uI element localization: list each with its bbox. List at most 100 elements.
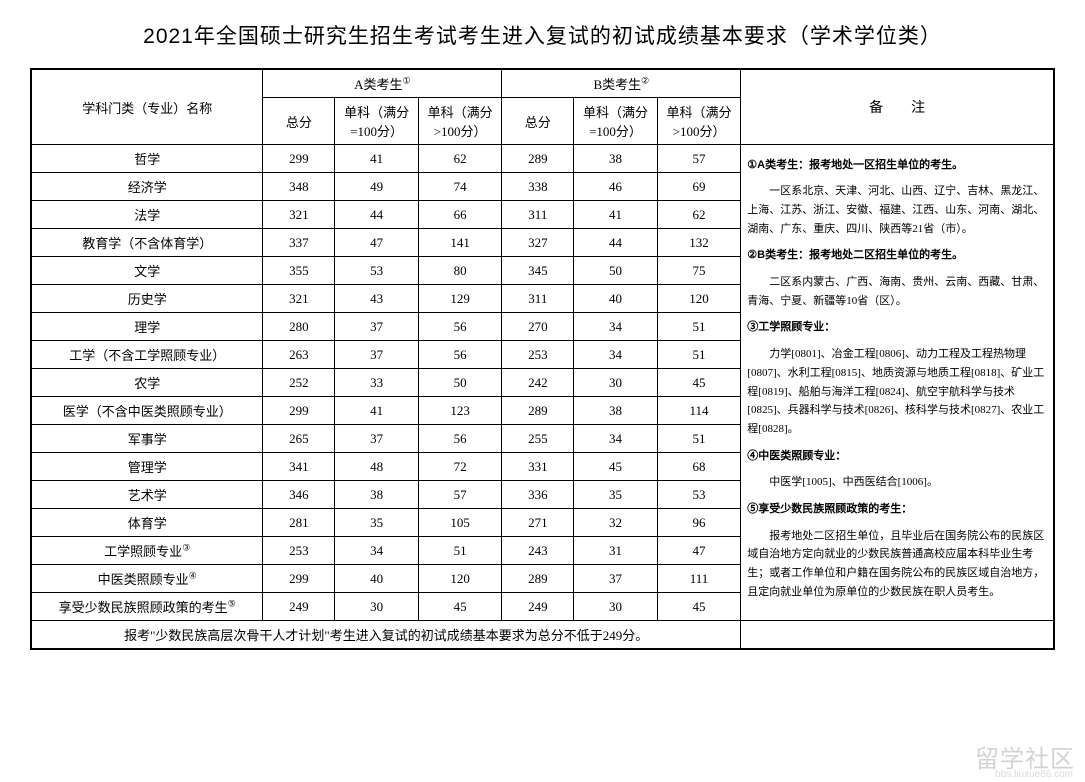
document-page: 2021年全国硕士研究生招生考试考生进入复试的初试成绩基本要求（学术学位类） 学… xyxy=(0,0,1085,782)
subject-cell: 哲学 xyxy=(31,145,263,173)
subject-cell: 管理学 xyxy=(31,453,263,481)
footer-row: 报考"少数民族高层次骨干人才计划"考生进入复试的初试成绩基本要求为总分不低于24… xyxy=(31,621,1054,650)
score-cell: 265 xyxy=(263,425,335,453)
subject-cell: 教育学（不含体育学） xyxy=(31,229,263,257)
score-cell: 32 xyxy=(574,509,658,537)
score-cell: 34 xyxy=(574,313,658,341)
subject-cell: 医学（不含中医类照顾专业） xyxy=(31,397,263,425)
score-cell: 271 xyxy=(502,509,574,537)
subject-cell: 经济学 xyxy=(31,173,263,201)
score-cell: 41 xyxy=(574,201,658,229)
score-cell: 75 xyxy=(657,257,741,285)
score-cell: 132 xyxy=(657,229,741,257)
score-cell: 74 xyxy=(418,173,502,201)
score-cell: 255 xyxy=(502,425,574,453)
header-b-total: 总分 xyxy=(502,98,574,145)
score-cell: 355 xyxy=(263,257,335,285)
score-cell: 243 xyxy=(502,537,574,565)
score-cell: 53 xyxy=(335,257,419,285)
score-cell: 311 xyxy=(502,201,574,229)
score-cell: 53 xyxy=(657,481,741,509)
score-cell: 57 xyxy=(418,481,502,509)
score-cell: 40 xyxy=(335,565,419,593)
header-group-b: B类考生② xyxy=(502,69,741,98)
subject-cell: 农学 xyxy=(31,369,263,397)
subject-cell: 理学 xyxy=(31,313,263,341)
subject-cell: 享受少数民族照顾政策的考生⑤ xyxy=(31,593,263,621)
score-cell: 34 xyxy=(574,341,658,369)
score-cell: 49 xyxy=(335,173,419,201)
subject-cell: 艺术学 xyxy=(31,481,263,509)
score-cell: 62 xyxy=(418,145,502,173)
header-row-1: 学科门类（专业）名称 A类考生① B类考生② 备 注 xyxy=(31,69,1054,98)
score-cell: 51 xyxy=(657,425,741,453)
score-cell: 120 xyxy=(418,565,502,593)
score-cell: 249 xyxy=(263,593,335,621)
score-cell: 41 xyxy=(335,145,419,173)
score-cell: 338 xyxy=(502,173,574,201)
score-cell: 47 xyxy=(657,537,741,565)
score-table: 学科门类（专业）名称 A类考生① B类考生② 备 注 总分 单科（满分=100分… xyxy=(30,68,1055,650)
score-cell: 66 xyxy=(418,201,502,229)
score-cell: 30 xyxy=(335,593,419,621)
score-cell: 33 xyxy=(335,369,419,397)
header-b-gt100: 单科（满分>100分） xyxy=(657,98,741,145)
score-cell: 51 xyxy=(418,537,502,565)
score-cell: 62 xyxy=(657,201,741,229)
score-cell: 123 xyxy=(418,397,502,425)
score-cell: 34 xyxy=(335,537,419,565)
score-cell: 299 xyxy=(263,565,335,593)
score-cell: 114 xyxy=(657,397,741,425)
score-cell: 281 xyxy=(263,509,335,537)
score-cell: 346 xyxy=(263,481,335,509)
score-cell: 57 xyxy=(657,145,741,173)
subject-cell: 中医类照顾专业④ xyxy=(31,565,263,593)
header-group-a: A类考生① xyxy=(263,69,502,98)
score-cell: 35 xyxy=(574,481,658,509)
score-cell: 341 xyxy=(263,453,335,481)
notes-tail xyxy=(741,621,1054,650)
score-cell: 105 xyxy=(418,509,502,537)
score-cell: 345 xyxy=(502,257,574,285)
score-cell: 30 xyxy=(574,593,658,621)
notes-cell: ①A类考生：报考地处一区招生单位的考生。 一区系北京、天津、河北、山西、辽宁、吉… xyxy=(741,145,1054,621)
score-cell: 45 xyxy=(574,453,658,481)
score-cell: 37 xyxy=(335,341,419,369)
score-cell: 348 xyxy=(263,173,335,201)
score-cell: 289 xyxy=(502,565,574,593)
score-cell: 51 xyxy=(657,341,741,369)
score-cell: 38 xyxy=(335,481,419,509)
score-cell: 56 xyxy=(418,425,502,453)
score-cell: 44 xyxy=(574,229,658,257)
header-a-100: 单科（满分=100分） xyxy=(335,98,419,145)
score-cell: 50 xyxy=(574,257,658,285)
header-b-100: 单科（满分=100分） xyxy=(574,98,658,145)
score-cell: 120 xyxy=(657,285,741,313)
footer-text: 报考"少数民族高层次骨干人才计划"考生进入复试的初试成绩基本要求为总分不低于24… xyxy=(31,621,741,650)
score-cell: 45 xyxy=(418,593,502,621)
score-cell: 48 xyxy=(335,453,419,481)
score-cell: 96 xyxy=(657,509,741,537)
score-cell: 270 xyxy=(502,313,574,341)
subject-cell: 历史学 xyxy=(31,285,263,313)
score-cell: 45 xyxy=(657,369,741,397)
score-cell: 299 xyxy=(263,397,335,425)
subject-cell: 文学 xyxy=(31,257,263,285)
subject-cell: 工学照顾专业③ xyxy=(31,537,263,565)
score-cell: 72 xyxy=(418,453,502,481)
table-row: 哲学29941622893857 ①A类考生：报考地处一区招生单位的考生。 一区… xyxy=(31,145,1054,173)
subject-cell: 工学（不含工学照顾专业） xyxy=(31,341,263,369)
score-cell: 253 xyxy=(263,537,335,565)
score-cell: 289 xyxy=(502,397,574,425)
score-cell: 299 xyxy=(263,145,335,173)
score-cell: 37 xyxy=(335,313,419,341)
score-cell: 337 xyxy=(263,229,335,257)
score-cell: 47 xyxy=(335,229,419,257)
score-cell: 56 xyxy=(418,341,502,369)
score-cell: 50 xyxy=(418,369,502,397)
subject-cell: 军事学 xyxy=(31,425,263,453)
score-cell: 331 xyxy=(502,453,574,481)
score-cell: 141 xyxy=(418,229,502,257)
score-cell: 253 xyxy=(502,341,574,369)
page-title: 2021年全国硕士研究生招生考试考生进入复试的初试成绩基本要求（学术学位类） xyxy=(30,20,1055,50)
